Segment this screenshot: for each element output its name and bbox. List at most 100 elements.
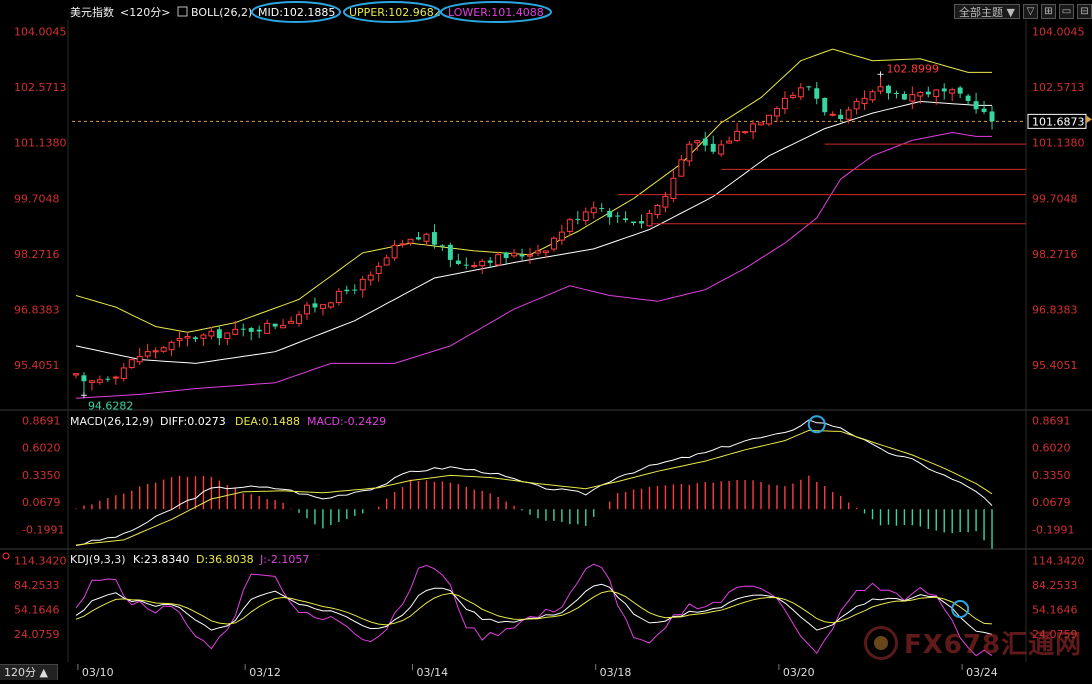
candle-body [789, 94, 796, 98]
macd-tick-left: -0.1991 [22, 524, 64, 537]
boll-checkbox-icon[interactable] [177, 6, 188, 17]
macd-tick-left: 0.0679 [22, 496, 61, 509]
date-tick-label: 03/10 [82, 666, 114, 679]
candle-body [814, 88, 820, 99]
candle-body [582, 211, 589, 222]
price-tick-left: 104.0045 [14, 25, 67, 38]
price-panel: 94.6282 102.8999 [72, 48, 1026, 412]
candle-body [718, 144, 725, 155]
candle-body [861, 97, 868, 105]
candle-body [806, 86, 812, 88]
candle-body [941, 88, 947, 92]
candle-body [200, 334, 207, 339]
candle-body [742, 131, 749, 134]
candle-body [160, 347, 167, 352]
layout-button[interactable]: ⊟ [1077, 3, 1092, 19]
watermark-logo: FX678汇通网 [864, 624, 1082, 661]
boll-mid-value: MID:102.1885 [258, 6, 335, 19]
kdj-tick-right: 84.2533 [1032, 579, 1078, 592]
macd-tick-right: 0.6020 [1032, 442, 1071, 455]
theme-select-label: 全部主题 [959, 5, 1003, 19]
kdj-j-line [75, 563, 993, 657]
grid-layer [0, 20, 1092, 662]
macd-header: MACD(26,12,9) DIFF:0.0273 DEA:0.1488 MAC… [70, 415, 386, 428]
filter-button[interactable]: ▽ [1023, 3, 1038, 19]
maximize-button[interactable]: ▭ [1059, 3, 1074, 19]
candle-body [702, 138, 708, 146]
candle-body [550, 237, 557, 250]
candle-body [256, 329, 262, 332]
candle-body [495, 254, 502, 266]
candle-body [631, 221, 637, 224]
candle-body [168, 341, 175, 351]
macd-panel [75, 415, 993, 549]
period-label: <120分> [120, 6, 170, 19]
candle-body [829, 113, 836, 116]
candle-body [128, 359, 135, 368]
candle-body [949, 89, 956, 94]
candle-body [288, 320, 295, 324]
candle-body [416, 237, 421, 240]
macd-tick-left: 0.6020 [22, 442, 61, 455]
candle-body [511, 252, 518, 257]
candle-body [694, 140, 701, 144]
candle-body [176, 337, 183, 341]
candle-body [439, 245, 445, 247]
candle-body [431, 232, 437, 245]
symbol-title: 美元指数 [70, 5, 114, 19]
kdj-k-line [75, 583, 993, 635]
candle-body [447, 244, 453, 260]
highlight-circle-lower [440, 1, 552, 23]
price-tick-right: 98.2716 [1032, 248, 1078, 261]
candle-body [981, 108, 987, 112]
macd-tick-right: 0.3350 [1032, 469, 1071, 482]
candle-body [527, 254, 533, 257]
kdj-j-value: J:-2.1057 [259, 553, 309, 566]
candle-body [639, 221, 645, 224]
candle-body [607, 210, 613, 218]
candle-body [304, 304, 310, 315]
candle-body [678, 159, 685, 177]
candle-body [917, 91, 924, 97]
period-button[interactable]: 120分 ▲ [0, 664, 58, 680]
candle-body [797, 87, 804, 98]
macd-highlight-circle [807, 415, 826, 434]
candle-body [359, 278, 366, 291]
date-tick-label: 03/18 [600, 666, 632, 679]
candle-body [471, 264, 478, 268]
macd-tick-right: 0.0679 [1032, 496, 1071, 509]
date-tick-label: 03/14 [416, 666, 448, 679]
candle-body [965, 95, 971, 101]
candle-body [423, 233, 430, 242]
candle-body [503, 252, 509, 259]
boll-lower-value: LOWER:101.4088 [448, 6, 544, 19]
candle-body [845, 109, 852, 120]
macd-dea-value: DEA:0.1488 [235, 415, 300, 428]
candle-body [184, 335, 191, 339]
candle-body [869, 91, 876, 101]
candle-body [623, 218, 629, 221]
candle-body [88, 380, 95, 384]
candle-body [144, 351, 151, 357]
kdj-tick-left: 24.0759 [14, 628, 60, 641]
theme-select[interactable]: 全部主题 ▼ [954, 3, 1020, 19]
price-tick-right: 95.4051 [1032, 359, 1078, 372]
chevron-down-icon: ▼ [1006, 5, 1015, 19]
candle-body [112, 376, 119, 379]
candle-body [558, 231, 565, 241]
candle-body [407, 238, 414, 244]
current-price-arrow-icon [1086, 115, 1092, 124]
candle-body [152, 350, 159, 353]
candle-body [327, 302, 334, 308]
candle-body [766, 114, 772, 125]
candle-body [96, 379, 103, 383]
axis-labels: 104.0045 104.0045 102.5713 102.5713 101.1380… [14, 25, 1092, 679]
kdj-header: KDJ(9,3,3) K:23.8340 D:36.8038 J:-2.1057 [70, 553, 309, 566]
grid-button[interactable]: ⊞ [1041, 3, 1056, 19]
date-tick-label: 03/20 [783, 666, 815, 679]
candle-body [240, 328, 246, 330]
candle-body [335, 290, 342, 304]
kdj-k-value: K:23.8340 [133, 553, 189, 566]
candle-body [280, 324, 287, 329]
